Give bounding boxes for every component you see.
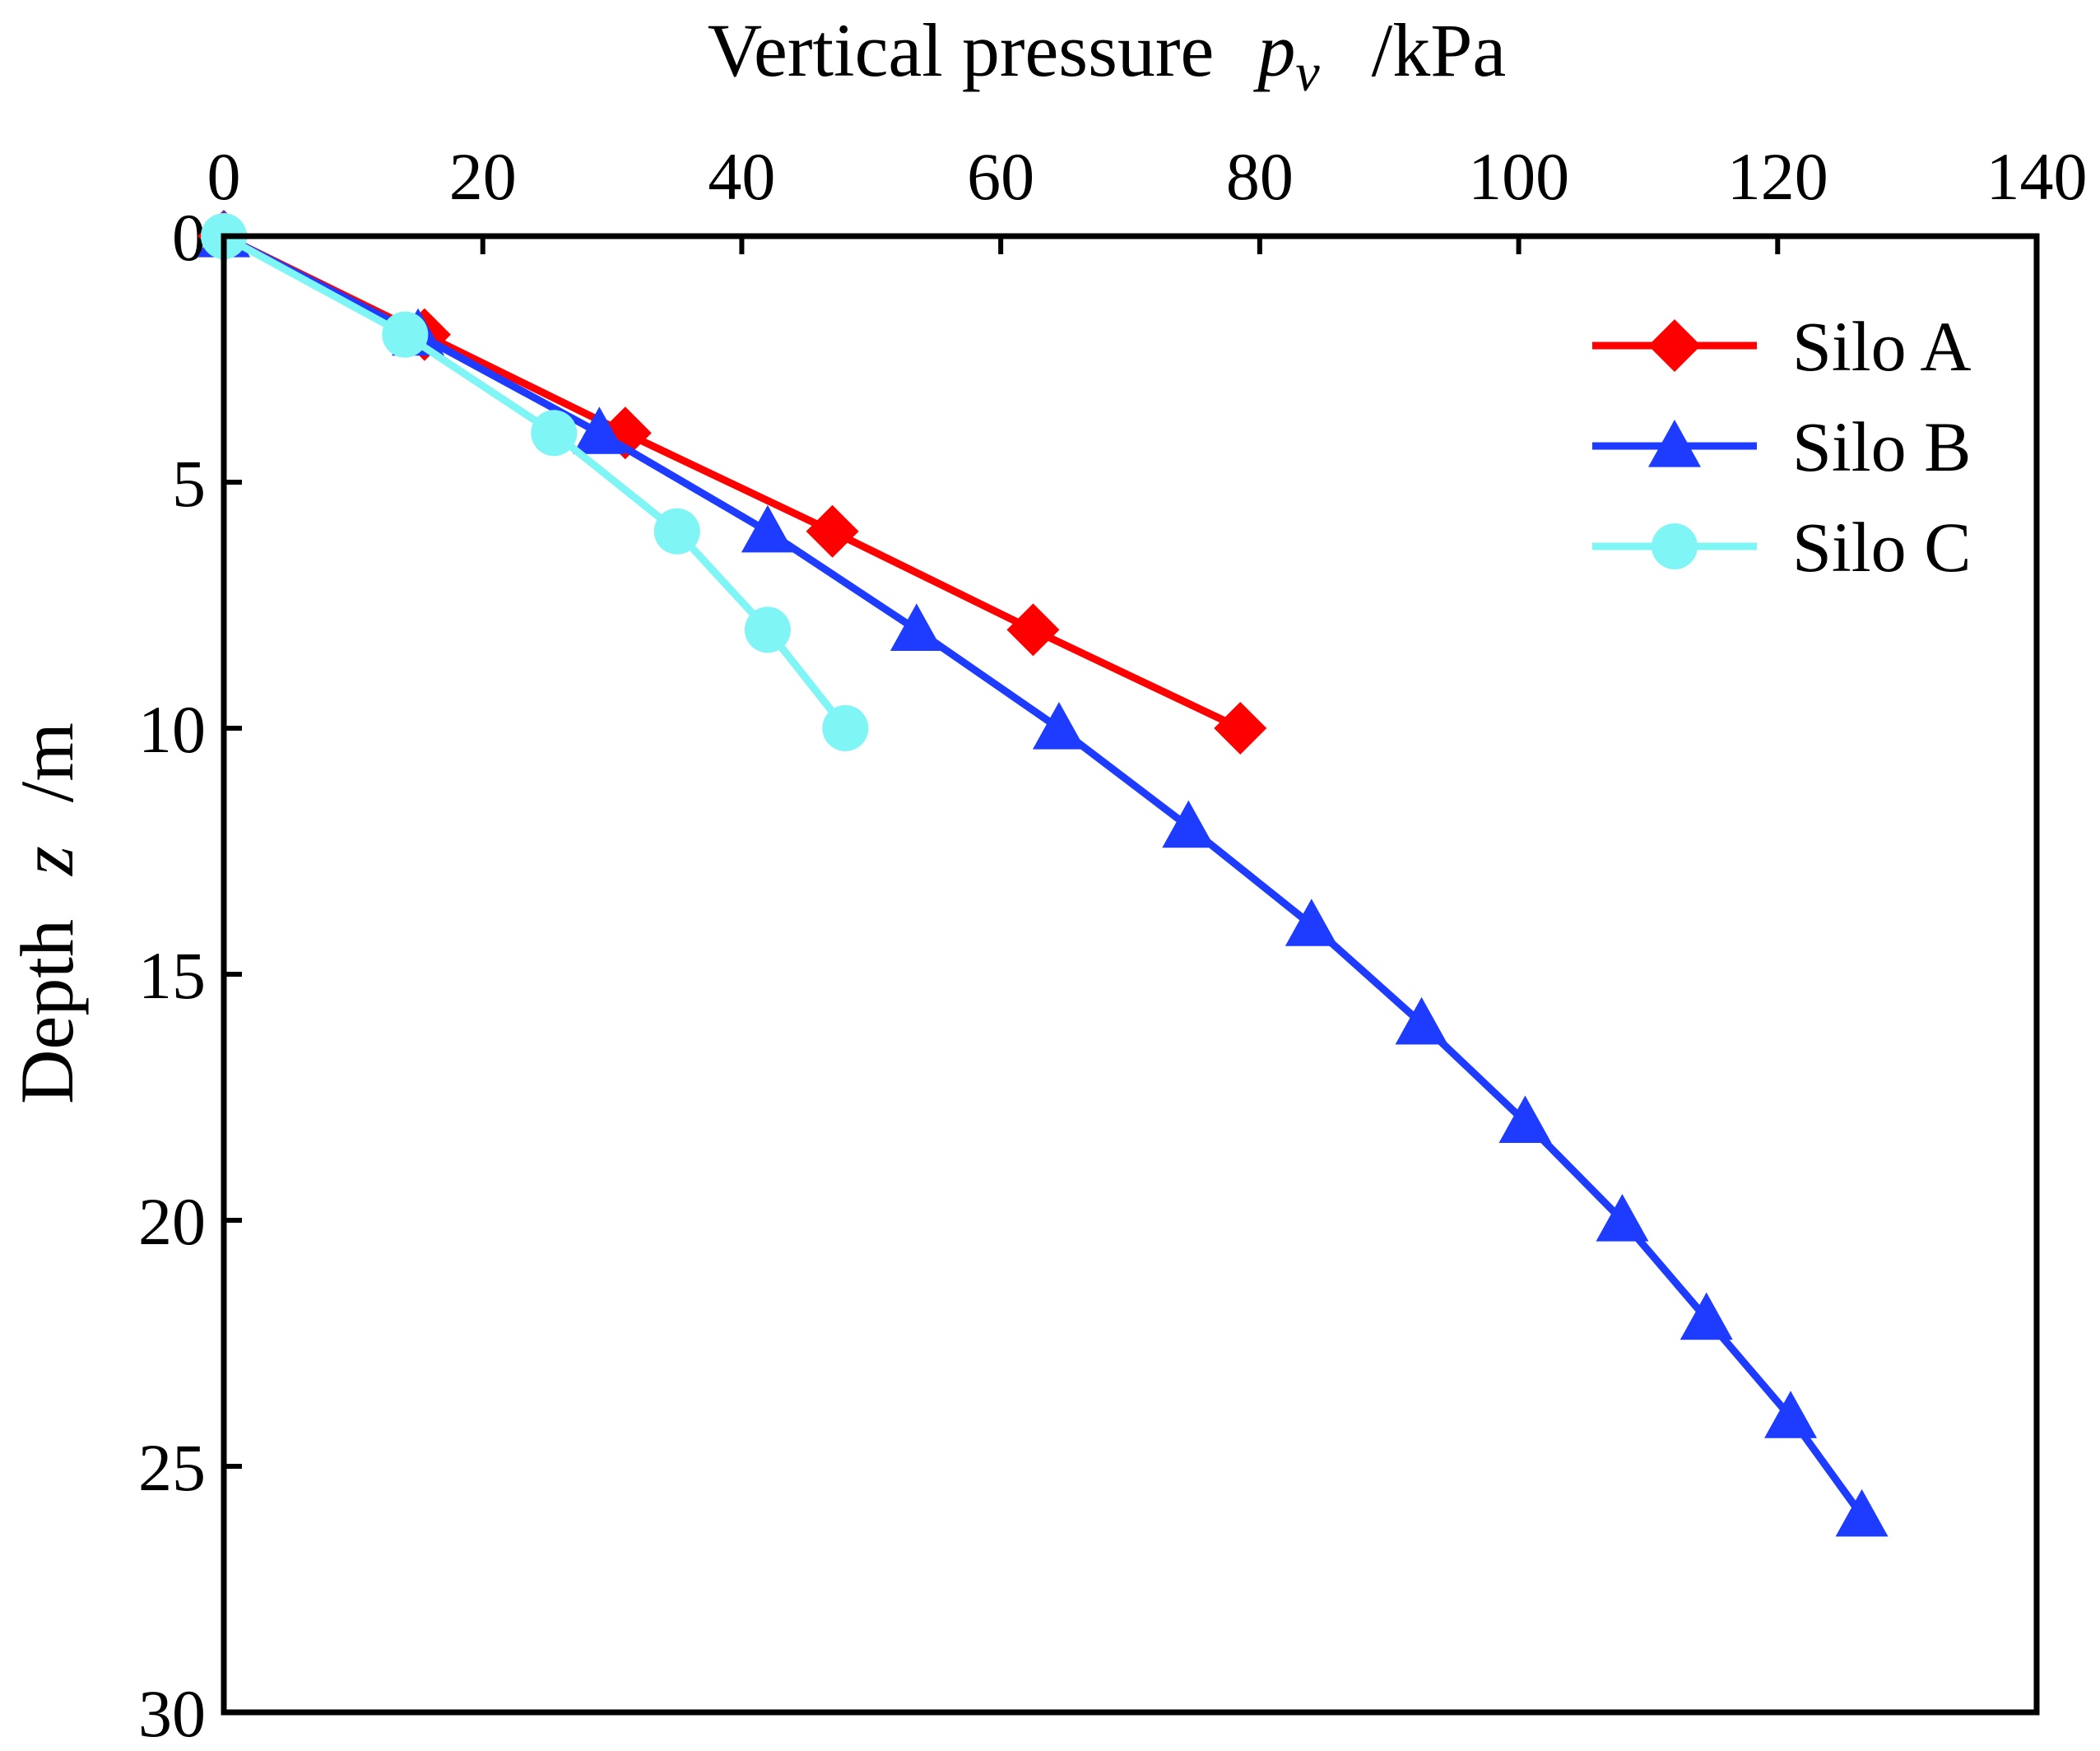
series-silo-b bbox=[197, 210, 1889, 1537]
x-tick-label: 0 bbox=[207, 139, 241, 214]
x-axis-title-subscript: v bbox=[1295, 43, 1320, 103]
x-axis-title-main: Vertical pressure bbox=[708, 8, 1215, 92]
data-point-silo-b bbox=[573, 406, 626, 454]
x-tick-label: 40 bbox=[708, 139, 775, 214]
data-point-silo-c bbox=[382, 311, 429, 358]
data-point-silo-b bbox=[1680, 1292, 1733, 1340]
y-tick-label: 25 bbox=[138, 1430, 206, 1505]
y-tick-label: 5 bbox=[172, 446, 206, 521]
data-point-silo-b bbox=[741, 504, 794, 553]
x-axis-title: Vertical pressure pv /kPa bbox=[708, 8, 1506, 107]
legend-marker bbox=[1648, 420, 1701, 467]
x-tick-label: 60 bbox=[967, 139, 1034, 214]
legend-item-silo-a: Silo A bbox=[1592, 307, 1971, 386]
series-silo-a bbox=[197, 210, 1267, 755]
data-point-silo-a bbox=[1214, 702, 1267, 755]
data-point-silo-c bbox=[531, 410, 578, 457]
y-tick-label: 15 bbox=[138, 938, 206, 1013]
data-point-silo-b bbox=[1162, 800, 1215, 848]
legend-marker bbox=[1648, 319, 1701, 372]
data-point-silo-b bbox=[890, 603, 943, 651]
data-point-silo-c bbox=[822, 705, 869, 751]
y-axis-title: Depth z /m bbox=[5, 722, 89, 1104]
series-line-silo-c bbox=[221, 233, 848, 731]
x-tick-label: 20 bbox=[449, 139, 517, 214]
x-axis-title-unit: /kPa bbox=[1372, 8, 1507, 92]
data-point-silo-b bbox=[1032, 702, 1085, 750]
legend-marker bbox=[1652, 523, 1698, 569]
plot-frame bbox=[221, 233, 2040, 1716]
data-point-silo-c bbox=[653, 508, 700, 555]
data-point-silo-b bbox=[1596, 1194, 1649, 1242]
legend-label: Silo B bbox=[1792, 407, 1971, 486]
data-point-silo-b bbox=[1285, 899, 1338, 946]
series-line-silo-b bbox=[221, 232, 1865, 1518]
x-tick-label: 100 bbox=[1468, 139, 1569, 214]
y-tick-label: 30 bbox=[138, 1676, 206, 1751]
legend-item-silo-b: Silo B bbox=[1592, 407, 1971, 486]
data-point-silo-a bbox=[1006, 603, 1060, 657]
x-tick-label: 120 bbox=[1727, 139, 1828, 214]
y-axis-title-symbol: z bbox=[5, 846, 89, 877]
x-axis-title-symbol: p bbox=[1252, 8, 1295, 92]
x-tick-label: 80 bbox=[1226, 139, 1294, 214]
y-axis-title-unit: /m bbox=[5, 722, 89, 802]
y-tick-label: 10 bbox=[138, 692, 206, 767]
x-tick-label: 140 bbox=[1986, 139, 2088, 214]
legend-label: Silo A bbox=[1792, 307, 1971, 386]
legend-label: Silo C bbox=[1792, 508, 1971, 587]
y-axis-title-main: Depth bbox=[5, 919, 89, 1104]
data-point-silo-b bbox=[1498, 1095, 1552, 1143]
data-point-silo-b bbox=[1835, 1489, 1889, 1537]
data-point-silo-b bbox=[1395, 996, 1448, 1045]
data-point-silo-c bbox=[744, 606, 791, 653]
y-tick-label: 20 bbox=[138, 1184, 206, 1259]
legend: Silo A Silo B Silo C bbox=[1592, 307, 1971, 587]
series-silo-c bbox=[201, 213, 869, 751]
legend-item-silo-c: Silo C bbox=[1592, 508, 1971, 587]
data-point-silo-a bbox=[806, 504, 859, 558]
data-point-silo-b bbox=[1764, 1391, 1818, 1438]
